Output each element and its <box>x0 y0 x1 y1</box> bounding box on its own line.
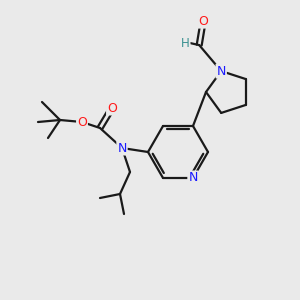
Text: N: N <box>117 142 127 154</box>
Text: N: N <box>188 172 198 184</box>
Text: N: N <box>217 64 226 78</box>
Text: O: O <box>77 116 87 128</box>
Text: O: O <box>107 101 117 115</box>
Text: H: H <box>181 37 190 50</box>
Text: O: O <box>198 15 208 28</box>
